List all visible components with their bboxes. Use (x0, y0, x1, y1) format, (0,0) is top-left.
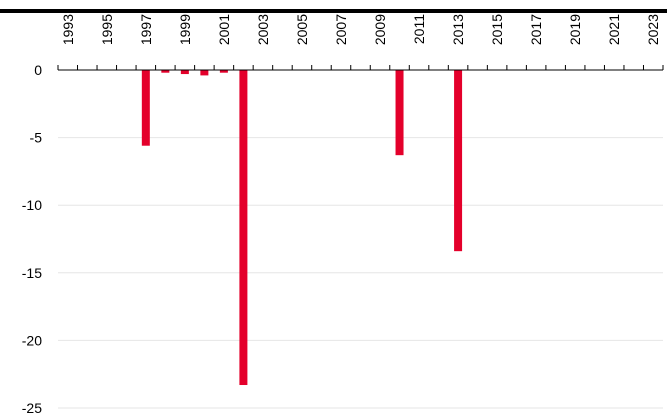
bar-1997 (141, 70, 150, 146)
y-tick-label-15: -15 (22, 265, 42, 281)
x-tick-label-2009: 2009 (372, 14, 388, 45)
y-tick-label-20: -20 (22, 332, 42, 348)
bar-2000 (200, 70, 209, 76)
bars (141, 70, 463, 386)
x-tick-label-2005: 2005 (294, 14, 310, 45)
x-tick-label-2021: 2021 (606, 14, 622, 45)
bar-2002 (239, 70, 248, 386)
bar-1998 (161, 70, 170, 73)
x-tick-label-1997: 1997 (138, 14, 154, 45)
x-tick-label-2015: 2015 (489, 14, 505, 45)
x-axis-tick-labels: 1993 1995 1997 1999 2001 2003 2005 2007 2009 2011… (60, 14, 661, 45)
x-tick-label-2011: 2011 (411, 14, 427, 44)
x-tick-label-2023: 2023 (645, 14, 661, 45)
y-tick-label-0: 0 (34, 62, 42, 78)
x-axis-ticks (57, 65, 664, 70)
x-tick-label-2003: 2003 (255, 14, 271, 45)
y-tick-label-25: -25 (22, 400, 42, 416)
x-tick-label-2007: 2007 (333, 14, 349, 45)
x-tick-label-2013: 2013 (450, 14, 466, 45)
y-axis-tick-labels: 0 -5 -10 -15 -20 -25 (22, 62, 42, 416)
x-tick-label-2017: 2017 (528, 14, 544, 45)
bar-1999 (180, 70, 189, 75)
bar-2001 (219, 70, 228, 73)
bar-2010 (395, 70, 404, 156)
x-tick-label-2019: 2019 (567, 14, 583, 45)
x-tick-label-1993: 1993 (60, 14, 76, 45)
y-tick-label-10: -10 (22, 197, 42, 213)
bar-2013 (454, 70, 463, 252)
y-tick-label-5: -5 (30, 130, 43, 146)
x-tick-label-1999: 1999 (177, 14, 193, 45)
gridlines (58, 137, 663, 409)
x-tick-label-2001: 2001 (216, 14, 232, 45)
x-tick-label-1995: 1995 (99, 14, 115, 45)
